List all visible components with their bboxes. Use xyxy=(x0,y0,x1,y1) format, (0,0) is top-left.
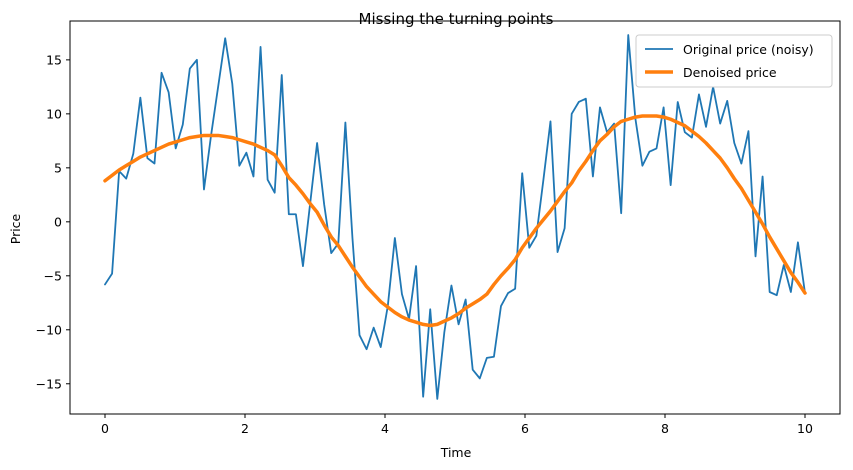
y-tick-label: 5 xyxy=(54,160,62,175)
y-tick-label: 15 xyxy=(46,52,62,67)
y-axis-label: Price xyxy=(8,213,23,244)
legend-label-denoised: Denoised price xyxy=(683,65,777,80)
legend: Original price (noisy) Denoised price xyxy=(635,34,833,88)
x-axis: 0 2 4 6 8 10 xyxy=(101,414,813,436)
plot-frame xyxy=(69,20,841,415)
x-tick-label: 0 xyxy=(101,421,109,436)
y-tick-label: −15 xyxy=(36,376,62,391)
chart-title: Missing the turning points xyxy=(359,10,554,28)
y-tick-label: 0 xyxy=(54,214,62,229)
y-tick-label: −5 xyxy=(44,268,62,283)
y-tick-label: −10 xyxy=(36,322,62,337)
x-axis-label: Time xyxy=(440,445,472,460)
y-tick-label: 10 xyxy=(46,106,62,121)
x-tick-label: 4 xyxy=(381,421,389,436)
plot-lines xyxy=(103,34,807,400)
x-tick-label: 10 xyxy=(797,421,813,436)
x-tick-label: 6 xyxy=(521,421,529,436)
y-axis: −15 −10 −5 0 5 10 15 xyxy=(36,52,70,391)
series-line-original xyxy=(104,34,806,400)
x-tick-label: 2 xyxy=(241,421,249,436)
x-tick-label: 8 xyxy=(661,421,669,436)
legend-label-original: Original price (noisy) xyxy=(683,42,814,57)
series-line-denoised xyxy=(103,114,807,328)
legend-box xyxy=(635,34,833,88)
